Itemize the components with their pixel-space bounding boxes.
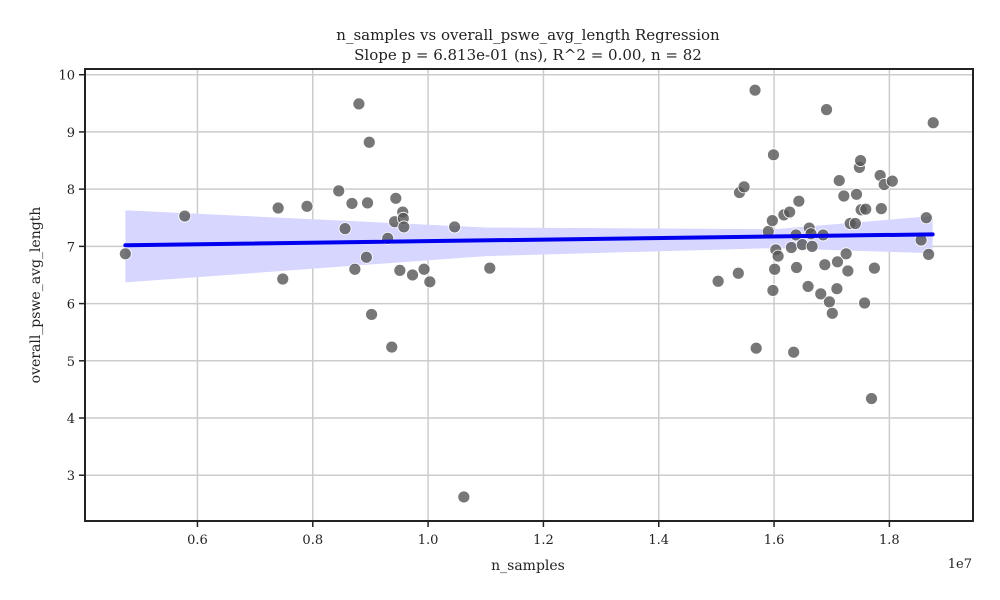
x-tick-label-2: 1.0 xyxy=(418,533,439,548)
data-point-56 xyxy=(820,103,833,117)
data-point-29 xyxy=(731,266,745,280)
x-tick-label-3: 1.2 xyxy=(533,533,554,548)
x-tick-label-6: 1.8 xyxy=(879,533,900,548)
data-point-38 xyxy=(768,262,782,276)
data-point-80 xyxy=(919,211,933,225)
data-point-28 xyxy=(711,274,725,288)
regression-line xyxy=(123,232,935,248)
y-tick-label-7: 10 xyxy=(58,69,75,84)
data-point-10 xyxy=(359,250,373,264)
data-point-53 xyxy=(814,287,828,301)
data-point-1 xyxy=(178,209,192,223)
data-point-62 xyxy=(837,189,851,203)
data-point-23 xyxy=(417,262,431,276)
data-point-36 xyxy=(766,284,780,297)
y-tick-label-1: 4 xyxy=(67,412,75,427)
data-point-7 xyxy=(345,197,359,210)
data-point-69 xyxy=(854,154,867,167)
data-point-22 xyxy=(406,268,419,282)
confidence-band xyxy=(125,210,933,283)
data-point-71 xyxy=(858,296,871,310)
y-tick-label-4: 7 xyxy=(67,240,75,255)
plot-frame xyxy=(84,68,974,522)
data-point-35 xyxy=(765,214,779,228)
chart-title: n_samples vs overall_pswe_avg_length Reg… xyxy=(336,26,720,44)
data-point-3 xyxy=(276,272,290,286)
data-point-46 xyxy=(790,261,803,274)
data-point-78 xyxy=(885,174,899,188)
data-point-72 xyxy=(859,202,873,216)
y-tick-label-0: 3 xyxy=(67,469,75,484)
data-point-13 xyxy=(365,308,378,321)
data-point-4 xyxy=(300,199,314,213)
x-axis-label: n_samples xyxy=(491,558,565,574)
data-point-17 xyxy=(389,191,403,205)
data-point-64 xyxy=(841,264,855,278)
data-point-44 xyxy=(787,345,801,359)
data-point-11 xyxy=(361,196,374,210)
data-point-25 xyxy=(448,220,462,234)
data-point-6 xyxy=(338,222,352,236)
data-point-33 xyxy=(749,341,763,355)
y-axis-label: overall_pswe_avg_length xyxy=(28,207,44,384)
data-point-27 xyxy=(483,261,497,275)
data-point-26 xyxy=(457,490,471,504)
x-tick-label-0: 0.6 xyxy=(187,533,208,548)
data-point-40 xyxy=(771,249,785,263)
regression-line-layer xyxy=(123,232,935,248)
confidence-band-layer xyxy=(125,210,933,283)
data-point-18 xyxy=(393,263,407,277)
data-point-32 xyxy=(748,83,762,97)
data-point-82 xyxy=(926,116,940,130)
data-point-9 xyxy=(352,97,366,111)
data-point-43 xyxy=(784,241,798,254)
data-point-73 xyxy=(865,392,878,405)
y-tick-label-2: 5 xyxy=(67,355,75,370)
data-point-37 xyxy=(767,148,780,162)
data-point-12 xyxy=(362,135,376,149)
data-point-59 xyxy=(830,282,844,296)
y-tick-label-3: 6 xyxy=(67,298,75,313)
data-point-42 xyxy=(783,205,797,219)
data-point-61 xyxy=(832,174,846,187)
y-tick-label-5: 8 xyxy=(67,183,75,198)
data-point-55 xyxy=(818,258,832,272)
data-point-2 xyxy=(271,201,285,215)
data-point-57 xyxy=(823,295,836,309)
data-point-21 xyxy=(397,220,411,234)
data-point-5 xyxy=(332,184,346,198)
data-point-66 xyxy=(848,217,862,230)
data-point-58 xyxy=(825,306,839,320)
x-tick-label-1: 0.8 xyxy=(302,533,323,548)
x-tick-label-4: 1.4 xyxy=(648,533,669,548)
data-point-81 xyxy=(922,247,935,261)
data-point-60 xyxy=(831,255,844,269)
data-point-24 xyxy=(423,275,437,289)
x-axis-multiplier: 1e7 xyxy=(948,557,972,572)
data-point-8 xyxy=(348,262,362,276)
x-tick-label-5: 1.6 xyxy=(764,533,785,548)
y-tick-label-6: 9 xyxy=(67,126,75,141)
data-point-0 xyxy=(118,247,132,261)
axis-ticks: 0.6 0.8 1.0 1.2 1.4 1.6 1.8 3 4 5 6 7 8 9 10 xyxy=(58,69,899,548)
chart-subtitle: Slope p = 6.813e-01 (ns), R^2 = 0.00, n … xyxy=(354,46,702,64)
data-point-15 xyxy=(385,340,399,354)
data-point-74 xyxy=(867,261,881,275)
data-point-76 xyxy=(874,202,888,216)
data-point-52 xyxy=(805,239,819,253)
scatter-points xyxy=(118,83,940,504)
data-point-31 xyxy=(737,180,751,194)
data-point-47 xyxy=(792,194,806,208)
data-point-63 xyxy=(839,247,853,261)
data-point-49 xyxy=(801,280,815,293)
grid-lines xyxy=(85,69,973,521)
data-point-67 xyxy=(850,187,863,201)
